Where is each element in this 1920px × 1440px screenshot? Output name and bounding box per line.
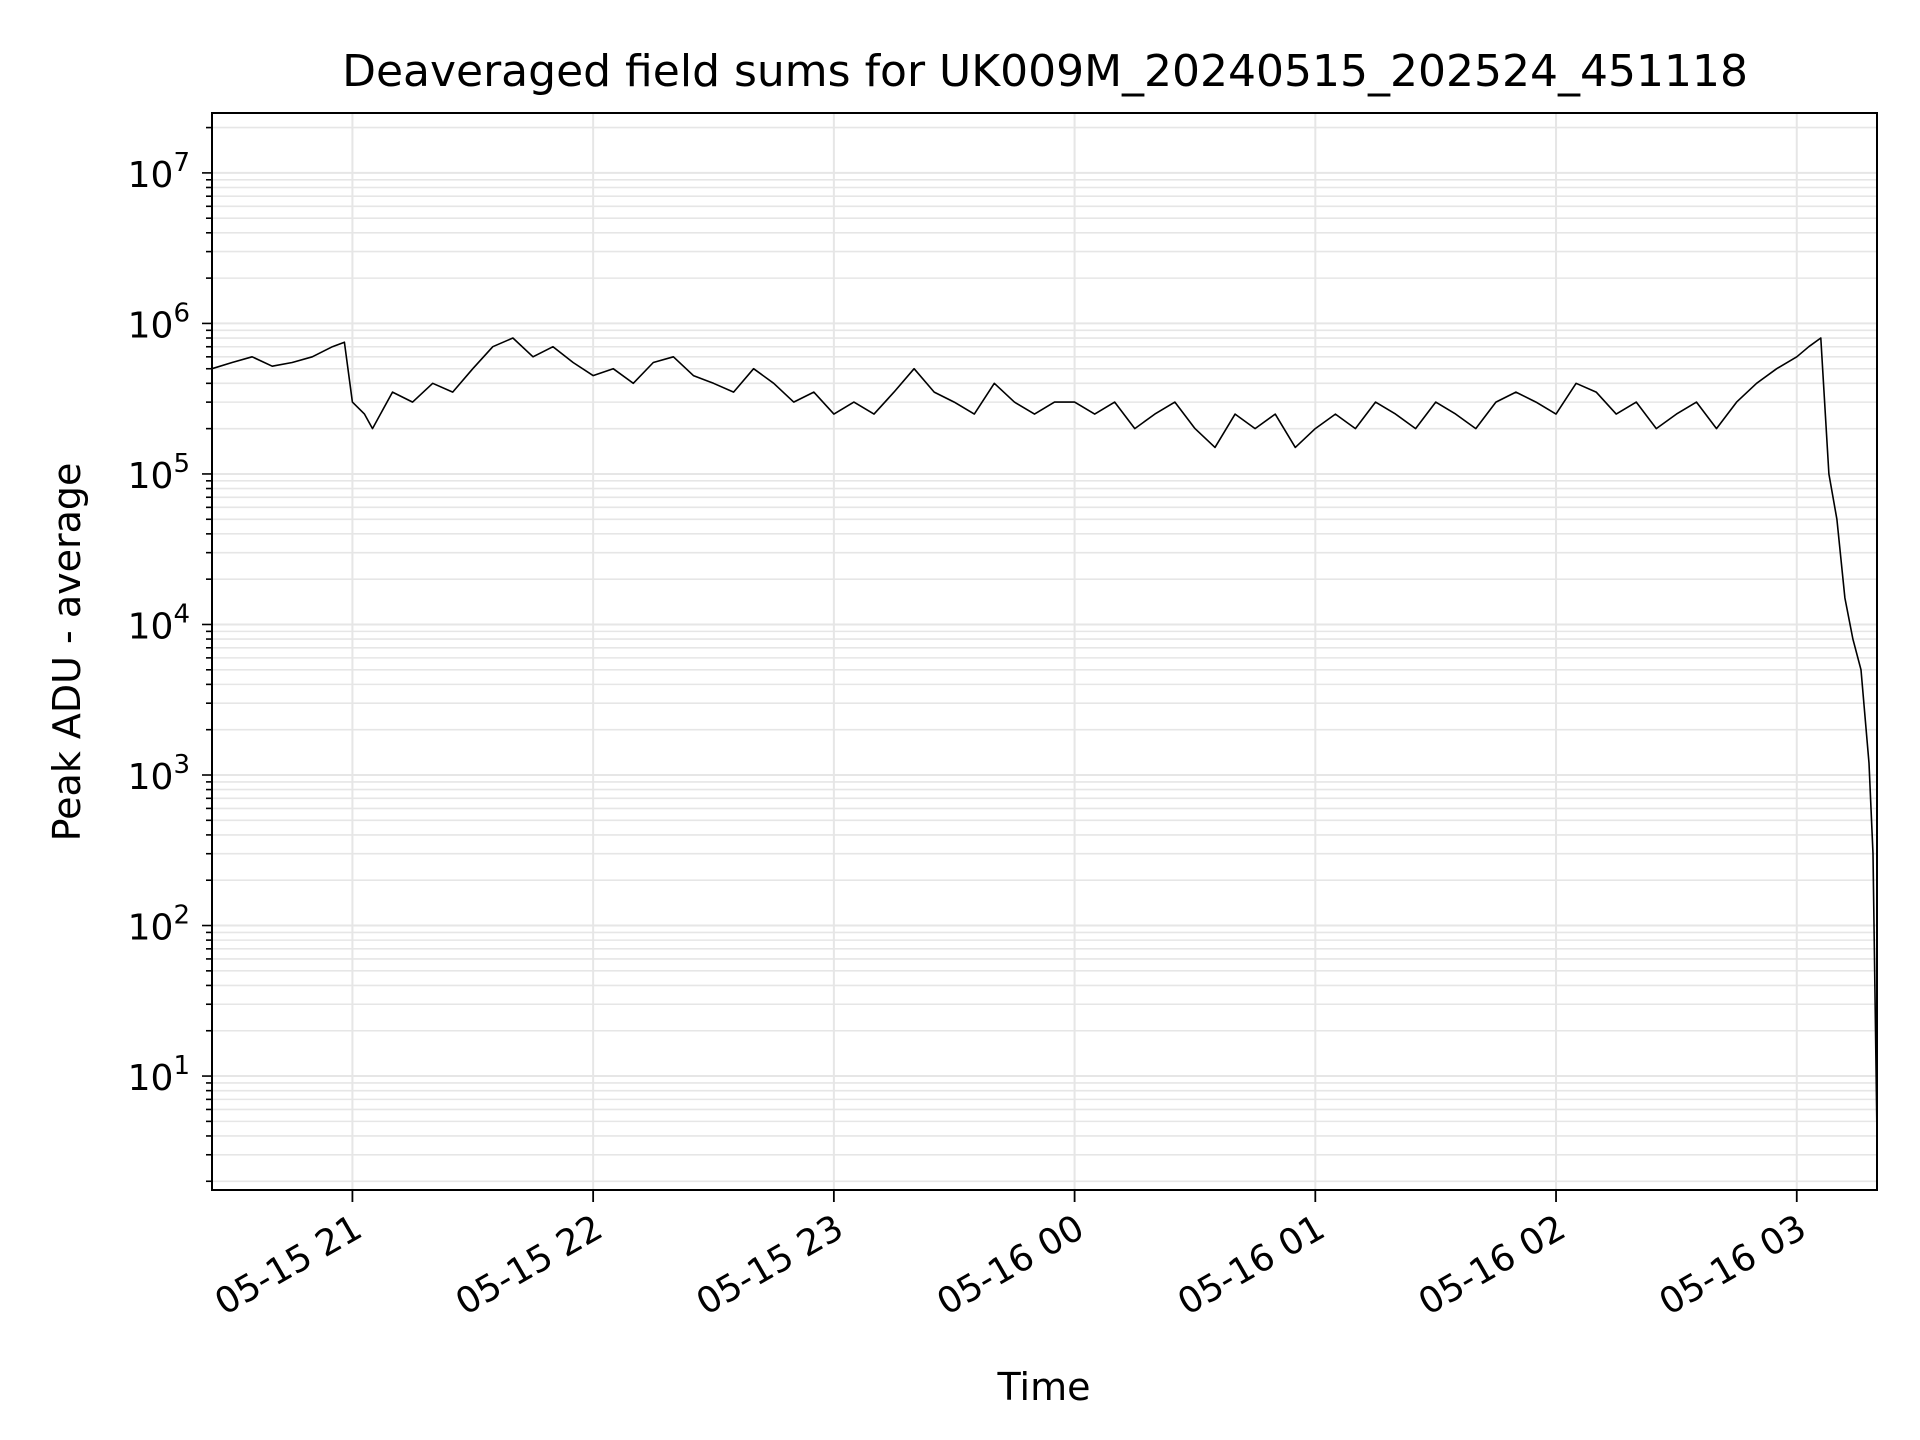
series-layer xyxy=(211,337,1878,1137)
y-tick-exponent: 4 xyxy=(173,599,190,629)
y-tick-label: 103 xyxy=(128,750,190,798)
grid xyxy=(212,113,1877,1190)
series-line-0 xyxy=(211,337,1878,1137)
y-tick-label: 104 xyxy=(128,599,190,647)
y-tick-exponent: 1 xyxy=(173,1051,190,1081)
chart-title: Deaveraged field sums for UK009M_2024051… xyxy=(342,46,1748,97)
y-tick-exponent: 7 xyxy=(173,148,190,178)
y-tick-base: 10 xyxy=(128,305,174,346)
y-tick-exponent: 3 xyxy=(173,750,190,780)
y-tick-base: 10 xyxy=(128,155,174,196)
y-tick-base: 10 xyxy=(128,1058,174,1099)
x-axis-label: Time xyxy=(997,1365,1091,1409)
y-tick-base: 10 xyxy=(128,606,174,647)
y-tick-exponent: 6 xyxy=(173,298,190,328)
y-tick-base: 10 xyxy=(128,757,174,798)
y-tick-label: 102 xyxy=(128,901,190,949)
y-tick-base: 10 xyxy=(128,456,174,497)
y-tick-label: 101 xyxy=(128,1051,190,1099)
y-tick-label: 107 xyxy=(128,148,190,196)
y-tick-exponent: 2 xyxy=(173,901,190,931)
y-tick-label: 105 xyxy=(128,449,190,497)
y-tick-label: 106 xyxy=(128,298,190,346)
plot-frame xyxy=(211,112,1878,1191)
y-tick-base: 10 xyxy=(128,908,174,949)
y-axis-label: Peak ADU - average xyxy=(45,463,89,842)
y-tick-exponent: 5 xyxy=(173,449,190,479)
